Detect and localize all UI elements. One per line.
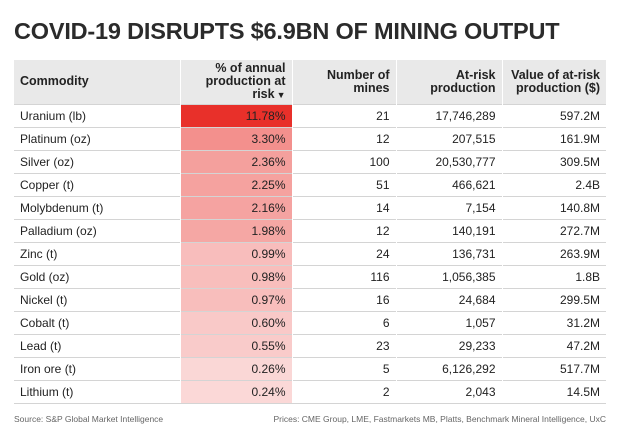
- header-number-of-mines[interactable]: Number of mines: [291, 60, 396, 104]
- cell-number-of-mines: 24: [291, 241, 396, 265]
- prices-note: Prices: CME Group, LME, Fastmarkets MB, …: [273, 414, 606, 424]
- cell-at-risk-production: 24,684: [395, 287, 502, 311]
- cell-pct-at-risk: 2.16%: [179, 195, 292, 219]
- cell-pct-at-risk: 0.98%: [179, 264, 292, 288]
- table-body: Uranium (lb) 11.78% 21 17,746,289 597.2M Plat…: [14, 103, 606, 404]
- cell-value-at-risk: 140.8M: [501, 195, 606, 219]
- cell-commodity: Nickel (t): [14, 287, 180, 311]
- table-row: Molybdenum (t) 2.16% 14 7,154 140.8M: [14, 195, 606, 219]
- cell-commodity: Zinc (t): [14, 241, 180, 265]
- cell-number-of-mines: 12: [291, 218, 396, 242]
- cell-at-risk-production: 20,530,777: [395, 149, 502, 173]
- cell-number-of-mines: 5: [291, 356, 396, 380]
- table-row: Uranium (lb) 11.78% 21 17,746,289 597.2M: [14, 103, 606, 127]
- cell-value-at-risk: 2.4B: [501, 172, 606, 196]
- cell-number-of-mines: 12: [291, 126, 396, 150]
- cell-commodity: Iron ore (t): [14, 356, 180, 380]
- header-value-at-risk[interactable]: Value of at-risk production ($): [501, 60, 606, 104]
- cell-pct-at-risk: 0.24%: [179, 379, 292, 404]
- cell-at-risk-production: 2,043: [395, 379, 502, 404]
- cell-number-of-mines: 2: [291, 379, 396, 404]
- cell-pct-at-risk: 1.98%: [179, 218, 292, 242]
- cell-pct-at-risk: 2.36%: [179, 149, 292, 173]
- cell-at-risk-production: 1,057: [395, 310, 502, 334]
- cell-pct-at-risk: 0.99%: [179, 241, 292, 265]
- cell-value-at-risk: 1.8B: [501, 264, 606, 288]
- cell-value-at-risk: 517.7M: [501, 356, 606, 380]
- cell-commodity: Cobalt (t): [14, 310, 180, 334]
- cell-pct-at-risk: 0.55%: [179, 333, 292, 357]
- cell-commodity: Platinum (oz): [14, 126, 180, 150]
- cell-number-of-mines: 21: [291, 103, 396, 127]
- header-pct-at-risk[interactable]: % of annual production at risk ▼: [179, 60, 292, 104]
- cell-value-at-risk: 31.2M: [501, 310, 606, 334]
- cell-pct-at-risk: 11.78%: [179, 103, 292, 127]
- mining-output-table: Commodity % of annual production at risk…: [14, 60, 606, 404]
- cell-value-at-risk: 299.5M: [501, 287, 606, 311]
- cell-value-at-risk: 309.5M: [501, 149, 606, 173]
- cell-number-of-mines: 51: [291, 172, 396, 196]
- header-at-risk-production[interactable]: At-risk production: [395, 60, 502, 104]
- cell-at-risk-production: 1,056,385: [395, 264, 502, 288]
- table-row: Lithium (t) 0.24% 2 2,043 14.5M: [14, 379, 606, 404]
- cell-commodity: Uranium (lb): [14, 103, 180, 127]
- source-note: Source: S&P Global Market Intelligence: [14, 414, 164, 424]
- cell-commodity: Lead (t): [14, 333, 180, 357]
- table-row: Palladium (oz) 1.98% 12 140,191 272.7M: [14, 218, 606, 242]
- table-row: Lead (t) 0.55% 23 29,233 47.2M: [14, 333, 606, 357]
- cell-at-risk-production: 6,126,292: [395, 356, 502, 380]
- cell-pct-at-risk: 3.30%: [179, 126, 292, 150]
- cell-value-at-risk: 263.9M: [501, 241, 606, 265]
- cell-number-of-mines: 16: [291, 287, 396, 311]
- cell-pct-at-risk: 0.26%: [179, 356, 292, 380]
- table-row: Cobalt (t) 0.60% 6 1,057 31.2M: [14, 310, 606, 334]
- cell-commodity: Copper (t): [14, 172, 180, 196]
- cell-at-risk-production: 140,191: [395, 218, 502, 242]
- table-header-row: Commodity % of annual production at risk…: [14, 60, 606, 104]
- cell-pct-at-risk: 0.97%: [179, 287, 292, 311]
- header-pct-at-risk-label: % of annual production at risk: [205, 60, 286, 101]
- cell-number-of-mines: 6: [291, 310, 396, 334]
- cell-value-at-risk: 161.9M: [501, 126, 606, 150]
- cell-number-of-mines: 23: [291, 333, 396, 357]
- table-row: Copper (t) 2.25% 51 466,621 2.4B: [14, 172, 606, 196]
- cell-commodity: Palladium (oz): [14, 218, 180, 242]
- cell-commodity: Gold (oz): [14, 264, 180, 288]
- cell-pct-at-risk: 2.25%: [179, 172, 292, 196]
- cell-at-risk-production: 7,154: [395, 195, 502, 219]
- cell-value-at-risk: 47.2M: [501, 333, 606, 357]
- cell-value-at-risk: 597.2M: [501, 103, 606, 127]
- table-row: Silver (oz) 2.36% 100 20,530,777 309.5M: [14, 149, 606, 173]
- cell-number-of-mines: 100: [291, 149, 396, 173]
- cell-value-at-risk: 272.7M: [501, 218, 606, 242]
- cell-pct-at-risk: 0.60%: [179, 310, 292, 334]
- sort-descending-icon: ▼: [276, 89, 286, 100]
- table-row: Iron ore (t) 0.26% 5 6,126,292 517.7M: [14, 356, 606, 380]
- table-row: Nickel (t) 0.97% 16 24,684 299.5M: [14, 287, 606, 311]
- cell-number-of-mines: 116: [291, 264, 396, 288]
- cell-at-risk-production: 17,746,289: [395, 103, 502, 127]
- cell-at-risk-production: 29,233: [395, 333, 502, 357]
- cell-at-risk-production: 207,515: [395, 126, 502, 150]
- page-title: COVID-19 DISRUPTS $6.9BN OF MINING OUTPU…: [14, 18, 560, 44]
- cell-number-of-mines: 14: [291, 195, 396, 219]
- table-row: Platinum (oz) 3.30% 12 207,515 161.9M: [14, 126, 606, 150]
- header-commodity[interactable]: Commodity: [14, 60, 180, 104]
- table-row: Gold (oz) 0.98% 116 1,056,385 1.8B: [14, 264, 606, 288]
- cell-at-risk-production: 136,731: [395, 241, 502, 265]
- table-row: Zinc (t) 0.99% 24 136,731 263.9M: [14, 241, 606, 265]
- cell-at-risk-production: 466,621: [395, 172, 502, 196]
- cell-commodity: Lithium (t): [14, 379, 180, 404]
- cell-value-at-risk: 14.5M: [501, 379, 606, 404]
- cell-commodity: Molybdenum (t): [14, 195, 180, 219]
- cell-commodity: Silver (oz): [14, 149, 180, 173]
